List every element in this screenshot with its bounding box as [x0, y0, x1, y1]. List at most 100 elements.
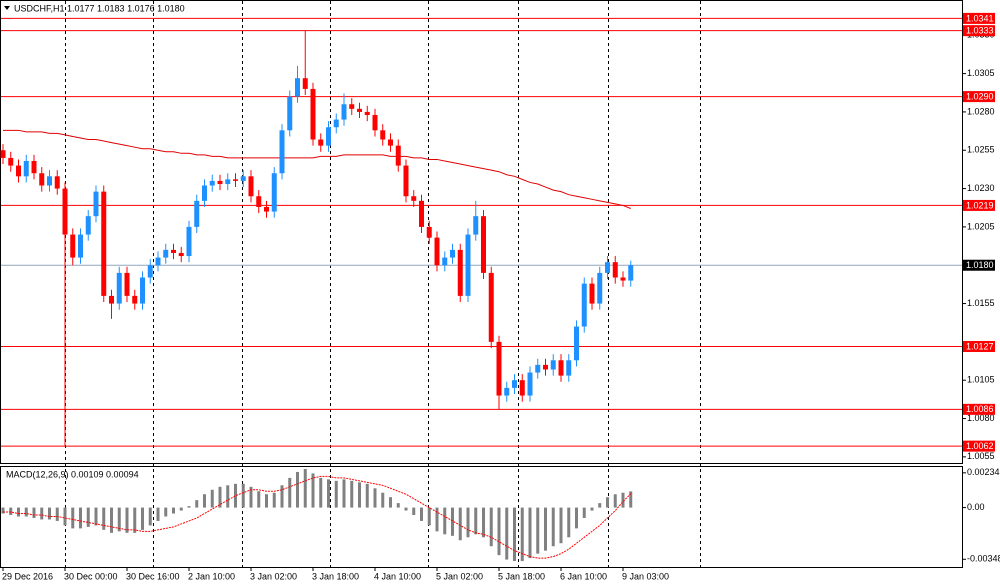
macd-bar [358, 482, 361, 508]
candle-body [302, 78, 308, 89]
candle-body [357, 108, 362, 112]
level-label: 1.0341 [966, 13, 994, 23]
candle-body [465, 234, 471, 296]
y-tick-label: 1.0055 [967, 451, 995, 461]
macd-bar [420, 507, 423, 521]
macd-bar [187, 506, 191, 508]
candle-body [70, 234, 76, 258]
macd-bar [412, 507, 416, 516]
macd-bar [55, 507, 59, 521]
level-label-box [963, 340, 995, 352]
macd-bar [520, 507, 524, 562]
candle-body [450, 249, 455, 258]
macd-bar [474, 507, 478, 535]
macd-bar [24, 507, 28, 517]
candle-body [31, 160, 37, 174]
macd-panel [0, 466, 963, 568]
candle-body [233, 179, 238, 181]
candle-body [54, 176, 60, 189]
y-tick-label: 1.0205 [967, 221, 995, 231]
signal-line [3, 475, 632, 559]
macd-bar [1, 507, 5, 514]
macd-bar [257, 491, 261, 508]
candle-body [186, 226, 192, 257]
candle-body [147, 265, 153, 278]
candle-body [279, 130, 285, 174]
macd-bar [327, 479, 330, 508]
macd-bar [125, 507, 129, 533]
macd-bar [241, 483, 245, 508]
macd-bar [249, 486, 253, 508]
macd-bar [141, 507, 144, 530]
candle-body [403, 165, 409, 197]
macd-bar [458, 507, 462, 541]
candle-body [419, 200, 424, 227]
candle-body [612, 262, 618, 278]
macd-bar [203, 494, 206, 508]
macd-bar [334, 480, 338, 508]
y-tick-label: 1.0280 [967, 106, 995, 116]
macd-bar [63, 507, 67, 526]
level-label-box [963, 25, 995, 37]
candle-body [78, 234, 83, 258]
y-tick-label: 1.0255 [967, 145, 995, 155]
macd-bar [195, 500, 199, 508]
level-label-box [963, 199, 995, 211]
level-label-box [963, 91, 995, 103]
macd-bar [396, 503, 400, 508]
x-tick-label: 3 Jan 02:00 [250, 571, 297, 581]
current-price-label: 1.0180 [966, 260, 994, 270]
candle-body [85, 216, 91, 235]
macd-bar [606, 497, 609, 508]
candle-body [287, 96, 293, 131]
candle-body [240, 176, 246, 181]
candle-body [543, 364, 548, 370]
macd-bar [71, 507, 75, 529]
menu-arrow[interactable] [4, 6, 10, 10]
candle-body [295, 78, 300, 97]
candle-body [581, 283, 587, 327]
macd-bar [265, 494, 268, 508]
candle-body [124, 272, 130, 296]
candle-body [178, 252, 184, 257]
y-tick-label: 0.00234 [967, 467, 1000, 477]
level-label: 1.0219 [966, 200, 994, 210]
macd-bar [94, 507, 98, 526]
candle-body [605, 262, 610, 273]
macd-bar [350, 480, 354, 508]
candle-body [496, 341, 502, 396]
macd-bar [404, 507, 408, 511]
candle-body [504, 387, 510, 396]
y-tick-label: 1.0080 [967, 413, 995, 423]
candle-body [39, 173, 45, 186]
x-tick-label: 30 Dec 00:00 [64, 571, 118, 581]
macd-bar [427, 507, 431, 526]
macd-bar [528, 507, 532, 559]
macd-bar [443, 507, 447, 535]
candle-body [364, 111, 370, 115]
candle-body [574, 326, 579, 361]
candle-body [140, 277, 145, 304]
candle-body [426, 226, 432, 238]
macd-bar [435, 507, 439, 532]
macd-bar [86, 507, 90, 527]
candle-body [481, 216, 486, 273]
x-tick-label: 29 Dec 2016 [2, 571, 53, 581]
candle-body [16, 165, 21, 177]
candle-body [488, 272, 494, 342]
macd-bar [296, 471, 299, 508]
candle-body [512, 380, 517, 388]
level-label-box [963, 12, 995, 24]
macd-bar [117, 507, 121, 532]
macd-bar [381, 492, 385, 508]
candle-body [23, 160, 29, 177]
candle-body [271, 173, 277, 212]
candle-body [217, 180, 223, 184]
candle-body [620, 277, 626, 281]
candle-body [8, 157, 14, 166]
candle-body [256, 196, 262, 207]
macd-bar [48, 507, 51, 520]
macd-bar [575, 507, 578, 529]
macd-bar [9, 507, 13, 516]
